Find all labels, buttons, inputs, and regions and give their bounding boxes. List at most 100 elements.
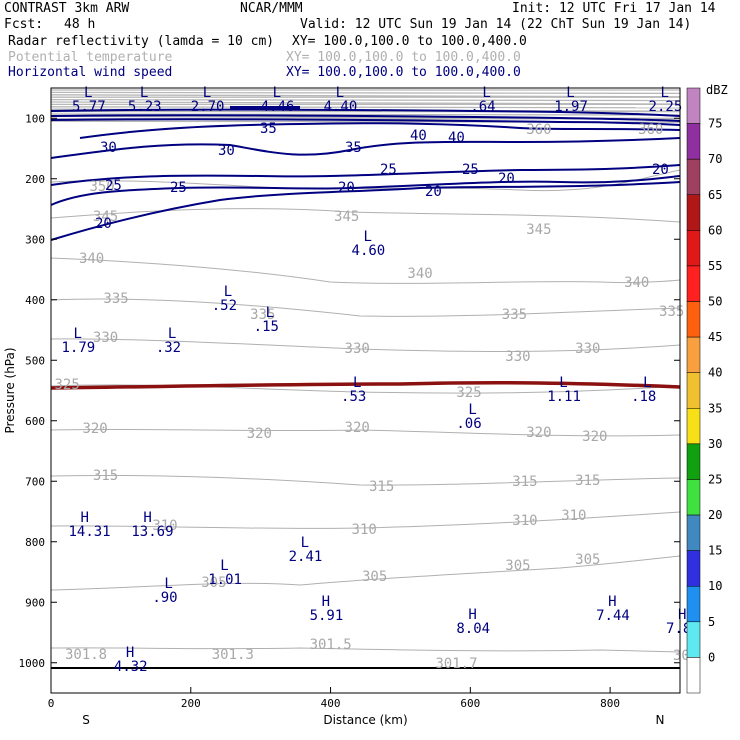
theta-contour-label: 301.8 [65,647,107,663]
wind-speed-contour-label: 20 [338,180,355,196]
colorbar-segment [686,265,701,302]
low-marker: L [224,284,232,300]
colorbar-segment [686,550,701,587]
extremum-value: 4.60 [352,243,386,259]
fcst-value: 48 h [64,17,96,32]
y-tick-label: 900 [25,596,45,609]
model-title: CONTRAST 3km ARW [4,1,130,16]
theta-contour-upper [50,91,681,95]
y-tick-label: 100 [25,112,45,125]
theta-contour-upper [50,106,681,109]
low-marker: L [559,375,567,391]
theta-contour-label: 301.5 [310,637,352,653]
colorbar-segment [686,408,701,445]
theta-contour-label: 310 [561,508,586,524]
theta-contour [50,474,681,486]
colorbar-segment [686,301,701,338]
y-tick-label: 600 [25,415,45,428]
colorbar-segment [686,514,701,551]
fcst-label: Fcst: [4,17,44,32]
theta-contour-label: 305 [505,558,530,574]
extremum-value: 4.40 [324,99,358,115]
x-tick-label: 800 [600,697,620,710]
y-tick-label: 400 [25,294,45,307]
extremum-value: 8.04 [456,621,490,637]
valid-time: Valid: 12 UTC Sun 19 Jan 14 (22 ChT Sun … [300,17,692,32]
extremum-value: 1.79 [61,340,95,356]
theta-contour-label: 360 [526,122,551,138]
wind-speed-contour-label: 20 [95,216,112,232]
field-2-name: Potential temperature [8,50,173,65]
field-1-name: Radar reflectivity (lamda = 10 cm) [8,34,275,49]
extremum-value: 7.44 [596,608,630,624]
wind-speed-contour [50,164,681,186]
high-marker: H [678,607,686,623]
theta-contour-label: 330 [345,341,370,357]
theta-contour-label: 330 [93,330,118,346]
field-1-xy: XY= 100.0,100.0 to 100.0,400.0 [292,34,527,49]
theta-contour-label: 310 [152,518,177,534]
colorbar-segment [686,123,701,160]
wind-speed-contour-label: 25 [105,178,122,194]
low-marker: L [220,558,228,574]
low-marker: L [203,85,211,101]
colorbar-tick-label: 45 [708,330,722,344]
extremum-value: 14.31 [68,524,110,540]
theta-contour-label: 315 [93,468,118,484]
theta-contour-label: 320 [247,426,272,442]
theta-contour-label: 335 [250,307,275,323]
north-label: N [656,713,665,727]
low-marker: L [164,576,172,592]
low-marker: L [273,85,281,101]
theta-contour-label: 360 [638,122,663,138]
theta-contour-label: 310 [512,513,537,529]
plot-frame [50,87,681,694]
low-marker: L [140,85,148,101]
extremum-value: 4.32 [114,659,148,675]
extremum-value: 13.69 [131,524,173,540]
extremum-value: 5.91 [310,608,344,624]
extremum-value: 1.01 [208,572,242,588]
south-label: S [82,713,90,727]
reflectivity-zero-line [50,381,681,390]
wind-speed-contour-label: 35 [260,121,277,137]
colorbar-segment [686,621,701,658]
theta-contour-label: 340 [79,251,104,267]
low-marker: L [301,535,309,551]
theta-contour-label: 305 [575,552,600,568]
wind-speed-contour-label: 30 [218,143,235,159]
colorbar-unit: dBZ [706,83,728,97]
low-marker: L [353,375,361,391]
theta-contour-label: 345 [93,209,118,225]
theta-contour-label: 301.3 [212,647,254,663]
colorbar-tick-label: 70 [708,152,722,166]
colorbar-tick-label: 50 [708,295,722,309]
theta-contour-label: 340 [624,275,649,291]
theta-contour-label: 320 [582,429,607,445]
field-2-xy: XY= 100.0,100.0 to 100.0,400.0 [286,50,521,65]
wind-speed-contour [50,137,681,159]
theta-contour-label: 310 [352,522,377,538]
extremum-value: 2.25 [649,99,683,115]
colorbar-tick-label: 15 [708,544,722,558]
low-marker: L [468,402,476,418]
colorbar-tick-label: 10 [708,579,722,593]
colorbar-tick-label: 20 [708,508,722,522]
wind-speed-contour [50,118,681,126]
colorbar-segment [686,479,701,516]
theta-contour-label: 315 [575,473,600,489]
wind-speed-contour-label: 20 [425,184,442,200]
theta-contour [50,555,681,591]
wind-speed-contour-label: 25 [462,162,479,178]
wind-speed-contour-label: 30 [100,140,117,156]
extremum-value: 7.8 [666,621,691,637]
x-tick-label: 200 [181,697,201,710]
theta-contour-label: 315 [369,479,394,495]
wind-speed-contour [50,181,681,241]
theta-contour-label: 325 [456,385,481,401]
theta-contour-label: 330 [575,341,600,357]
high-marker: H [143,510,151,526]
wind-speed-contour-label: 35 [345,140,362,156]
extremum-value: 5.23 [128,99,162,115]
low-marker: L [566,85,574,101]
